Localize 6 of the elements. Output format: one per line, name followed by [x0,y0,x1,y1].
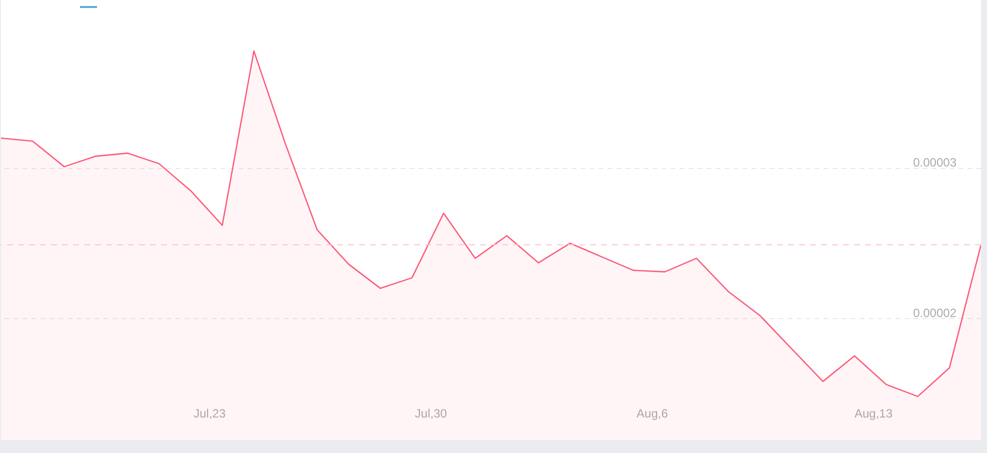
x-tick-label: Jul,30 [414,406,448,420]
x-tick-label: Jul,23 [194,406,226,420]
x-tick-label: Aug,13 [854,406,893,420]
x-tick-label: Aug,6 [636,406,668,420]
y-tick-label: 0.00003 [913,156,957,170]
y-tick-label: 0.00002 [913,306,957,320]
